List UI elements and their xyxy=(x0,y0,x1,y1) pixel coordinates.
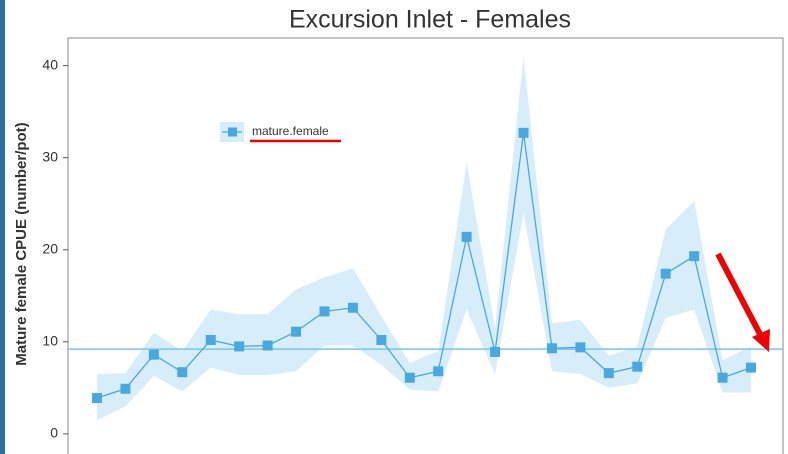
y-tick-label: 20 xyxy=(42,240,58,256)
marker xyxy=(319,306,330,317)
marker xyxy=(404,372,415,383)
marker xyxy=(518,127,529,138)
arrow-shaft xyxy=(715,252,765,340)
y-tick-label: 10 xyxy=(42,333,58,349)
confidence-band xyxy=(97,56,751,421)
marker xyxy=(603,368,614,379)
y-tick-label: 30 xyxy=(42,148,58,164)
marker xyxy=(575,342,586,353)
plot-panel xyxy=(67,37,784,454)
marker xyxy=(347,302,358,313)
marker xyxy=(376,334,387,345)
marker xyxy=(291,326,302,337)
marker xyxy=(632,361,643,372)
marker xyxy=(689,251,700,262)
marker xyxy=(746,362,756,373)
arrow-head xyxy=(752,329,770,352)
legend-key-marker xyxy=(228,127,237,137)
marker xyxy=(660,268,671,279)
marker xyxy=(717,372,728,383)
marker xyxy=(92,392,102,403)
series-line xyxy=(96,132,752,399)
marker xyxy=(546,343,557,354)
legend-label: mature.female xyxy=(252,124,329,138)
marker xyxy=(177,367,188,378)
marker xyxy=(433,366,444,377)
marker xyxy=(205,334,216,345)
marker xyxy=(120,383,131,394)
chart-title: Excursion Inlet - Females xyxy=(289,6,571,34)
y-tick-label: 40 xyxy=(42,56,58,72)
marker xyxy=(148,349,159,360)
slide-edge xyxy=(0,0,5,454)
marker xyxy=(234,341,245,352)
y-axis-label: Mature female CPUE (number/pot) xyxy=(13,122,30,365)
y-tick-label: 0 xyxy=(50,425,58,441)
marker xyxy=(490,346,501,357)
marker xyxy=(461,231,472,242)
marker xyxy=(262,340,273,351)
